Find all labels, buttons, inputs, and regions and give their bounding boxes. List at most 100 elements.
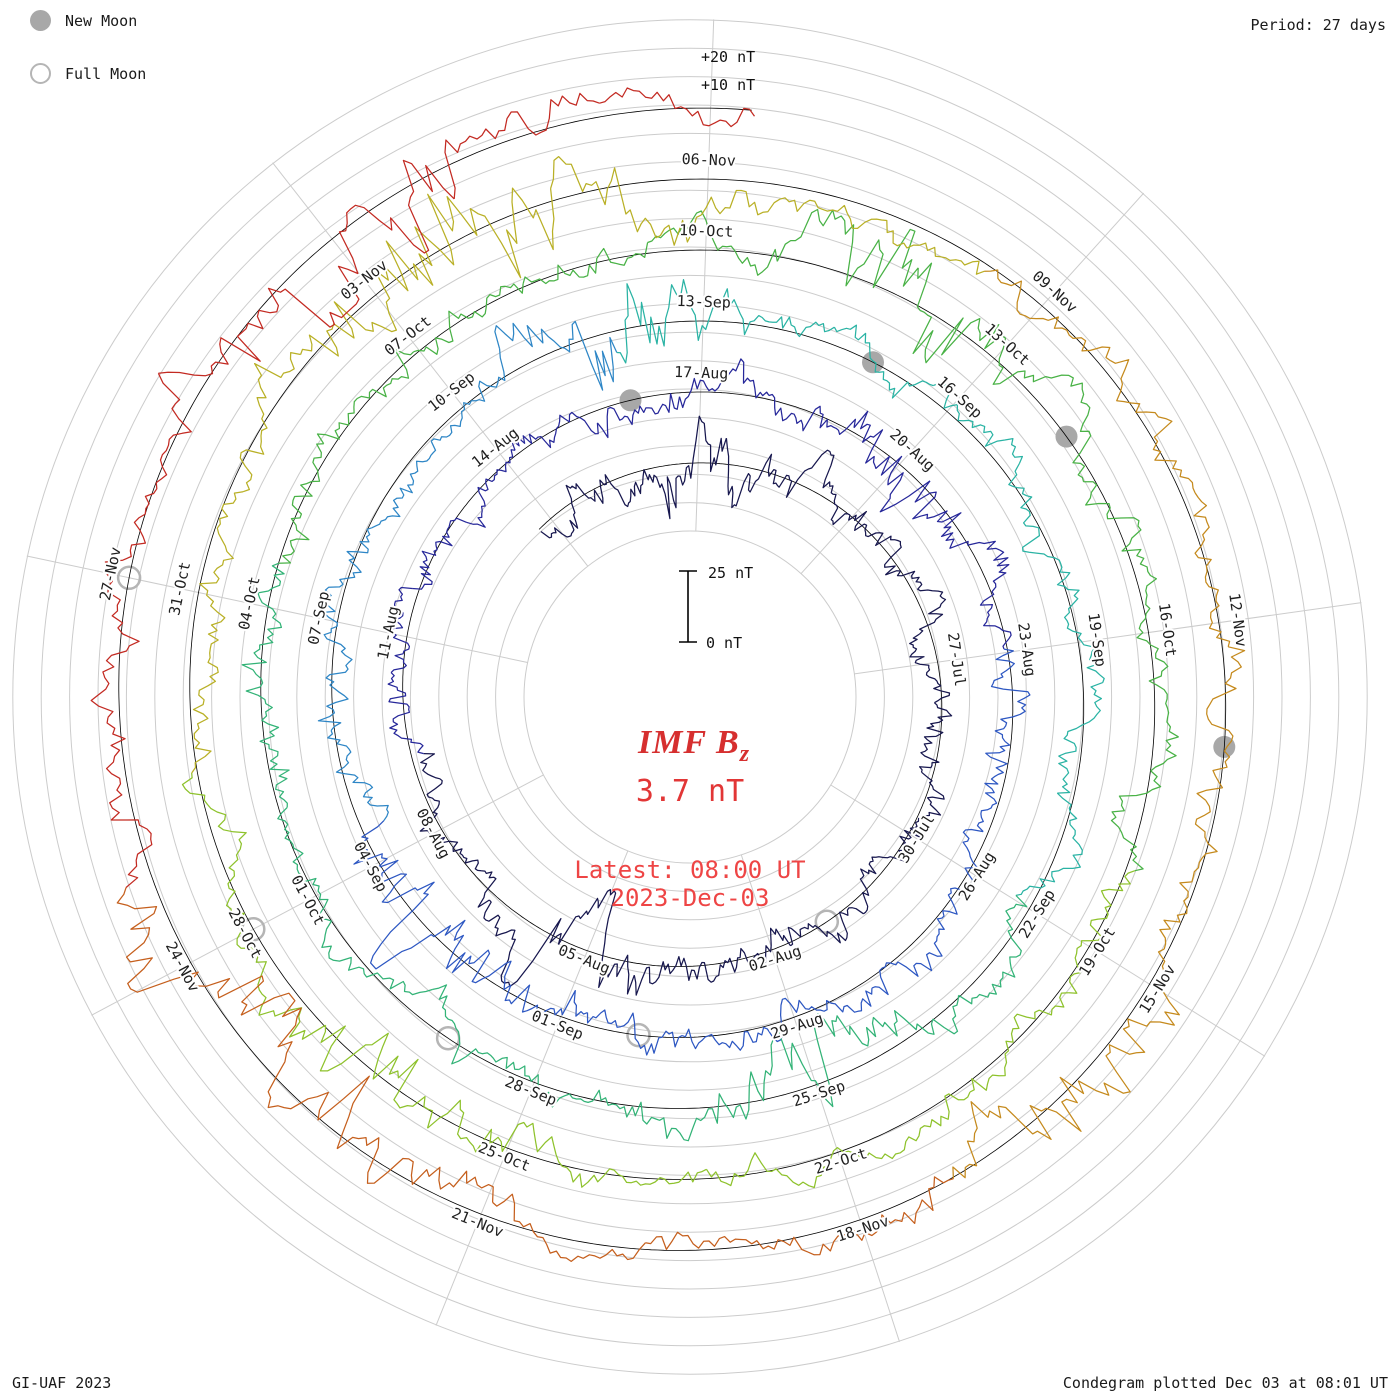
bz-trace-segment (414, 187, 555, 286)
bz-trace-segment (1110, 359, 1196, 494)
level-labels: +20 nT +10 nT (701, 48, 755, 94)
full-moon-label: Full Moon (65, 64, 147, 83)
date-label: 07-Sep (304, 590, 333, 647)
bz-trace-segment (593, 468, 657, 508)
bz-trace-segment (492, 1193, 646, 1263)
grid-circle (296, 303, 1084, 1091)
date-label: 10-Sep (425, 368, 479, 416)
grid-spoke (91, 774, 544, 1016)
plus10-nt-label: +10 nT (701, 76, 755, 94)
bz-trace-segment (466, 449, 516, 528)
date-label: 22-Oct (812, 1144, 869, 1178)
bz-trace-segment (386, 586, 413, 674)
grid-spoke (26, 555, 528, 663)
bz-trace-segment (990, 648, 1031, 742)
credit-label: GI-UAF 2023 (12, 1374, 112, 1392)
bz-trace-segment (779, 988, 873, 1036)
bz-trace-layer (90, 87, 1246, 1263)
bz-trace-segment (319, 1025, 434, 1129)
grid-spoke (435, 850, 629, 1326)
date-label: 06-Nov (681, 150, 736, 170)
bz-trace-segment (596, 392, 681, 439)
bz-trace-segment (412, 517, 467, 590)
bz-trace-segment (353, 820, 435, 945)
date-label: 16-Sep (934, 372, 986, 422)
bz-trace-segment (846, 212, 985, 275)
bz-trace-segment (748, 1013, 851, 1108)
bz-trace-segment (1136, 600, 1179, 738)
bz-trace-segment (681, 1026, 784, 1051)
bz-trace-segment (1008, 463, 1063, 573)
bz-trace-segment (631, 1085, 750, 1142)
bz-trace-segment (241, 562, 285, 688)
bz-trace-segment (191, 630, 219, 774)
chart-title: IMF Bz (637, 724, 750, 767)
date-label: 27-Jul (944, 631, 969, 687)
date-label: 07-Oct (381, 312, 435, 360)
legend-new-moon: New Moon (30, 10, 146, 31)
bz-trace-segment (969, 992, 1069, 1093)
bz-trace-segment (715, 927, 792, 978)
bz-trace-segment (566, 1167, 707, 1188)
bz-trace-segment (557, 888, 635, 995)
date-label: 19-Sep (1084, 612, 1109, 668)
bz-trace-segment (316, 347, 415, 445)
scale-bar-top-label: 25 nT (708, 564, 753, 582)
date-label: 04-Oct (235, 575, 264, 632)
bz-trace-segment (933, 381, 1024, 464)
bz-trace-segment (483, 899, 562, 988)
bz-trace-segment (430, 348, 506, 442)
date-label: 25-Sep (790, 1077, 847, 1111)
bz-trace-segment (941, 828, 984, 919)
chart-title-subscript: z (739, 741, 750, 767)
bz-trace-segment (899, 771, 945, 845)
bz-trace-segment (721, 288, 835, 338)
date-label: 17-Aug (674, 363, 729, 383)
new-moon-icon (30, 10, 51, 31)
bz-trace-segment (231, 912, 326, 1040)
bz-trace-segment (833, 324, 934, 399)
date-label: 16-Oct (1155, 602, 1180, 658)
baseline-spiral-layer (118, 107, 1227, 1251)
moon-markers-layer (116, 351, 1236, 1051)
latest-time: Latest: 08:00 UT (574, 856, 805, 884)
bz-trace-segment (787, 907, 864, 947)
grid-spoke (830, 784, 1266, 1057)
bz-trace-segment (1159, 800, 1218, 950)
bz-trace-segment (647, 210, 778, 276)
bz-trace-segment (277, 806, 332, 922)
bz-trace-segment (181, 772, 247, 914)
bz-trace-segment (807, 1176, 954, 1256)
bz-trace-segment (369, 919, 507, 984)
grid-circle (40, 47, 1340, 1347)
bz-trace-segment (1193, 492, 1231, 647)
date-label: 11-Aug (374, 604, 403, 661)
date-label: 01-Oct (287, 872, 328, 928)
bz-trace-segment (240, 992, 370, 1149)
grid-circle (125, 132, 1255, 1262)
grid-circle (324, 331, 1056, 1063)
date-label: 27-Nov (96, 545, 125, 602)
baseline-spiral (118, 107, 1227, 1251)
bz-trace-segment (116, 887, 265, 1016)
bz-trace-segment (979, 549, 1012, 650)
period-label: Period: 27 days (1250, 16, 1386, 34)
new-moon-label: New Moon (65, 11, 138, 30)
grid-circle (97, 104, 1283, 1290)
bz-trace-segment (599, 87, 756, 128)
bz-trace-segment (1068, 870, 1136, 994)
bz-trace-segment (785, 449, 851, 526)
legend-full-moon: Full Moon (30, 63, 146, 84)
bz-trace-segment (586, 1009, 683, 1056)
bz-trace-segment (700, 189, 848, 216)
date-label: 09-Nov (1029, 267, 1081, 317)
bz-trace-segment (245, 686, 290, 808)
bz-trace-segment (1056, 571, 1105, 683)
bz-trace-segment (853, 410, 931, 513)
bz-trace-segment (909, 633, 951, 704)
date-label: 18-Nov (834, 1212, 891, 1246)
bz-trace-segment (952, 1076, 1085, 1179)
bz-trace-segment (645, 1231, 809, 1253)
